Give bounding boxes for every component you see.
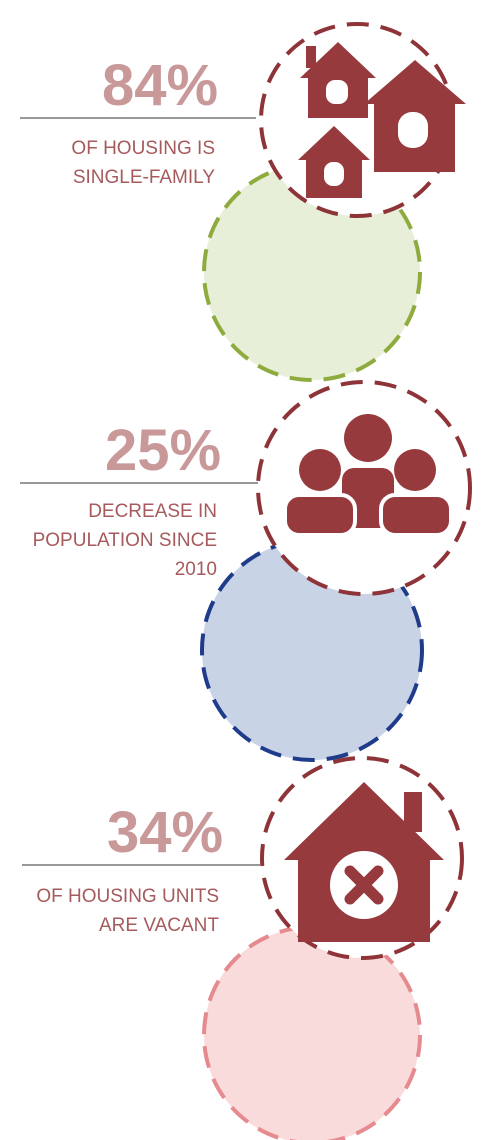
description: DECREASE IN [88,501,217,522]
accent-circle [202,925,422,1140]
people-icon [283,414,453,537]
stat: 34% [107,800,223,865]
houses-icon [298,42,466,198]
description: OF HOUSING UNITS [36,886,219,907]
accent-circle [202,162,422,382]
stat: 84% [102,53,218,118]
description: SINGLE-FAMILY [73,167,216,188]
description: OF HOUSING IS [71,138,215,159]
stat: 25% [105,418,221,483]
description: 2010 [175,559,217,580]
description: ARE VACANT [99,915,219,936]
description: POPULATION SINCE [33,530,217,551]
vacant-house-icon [284,782,444,942]
